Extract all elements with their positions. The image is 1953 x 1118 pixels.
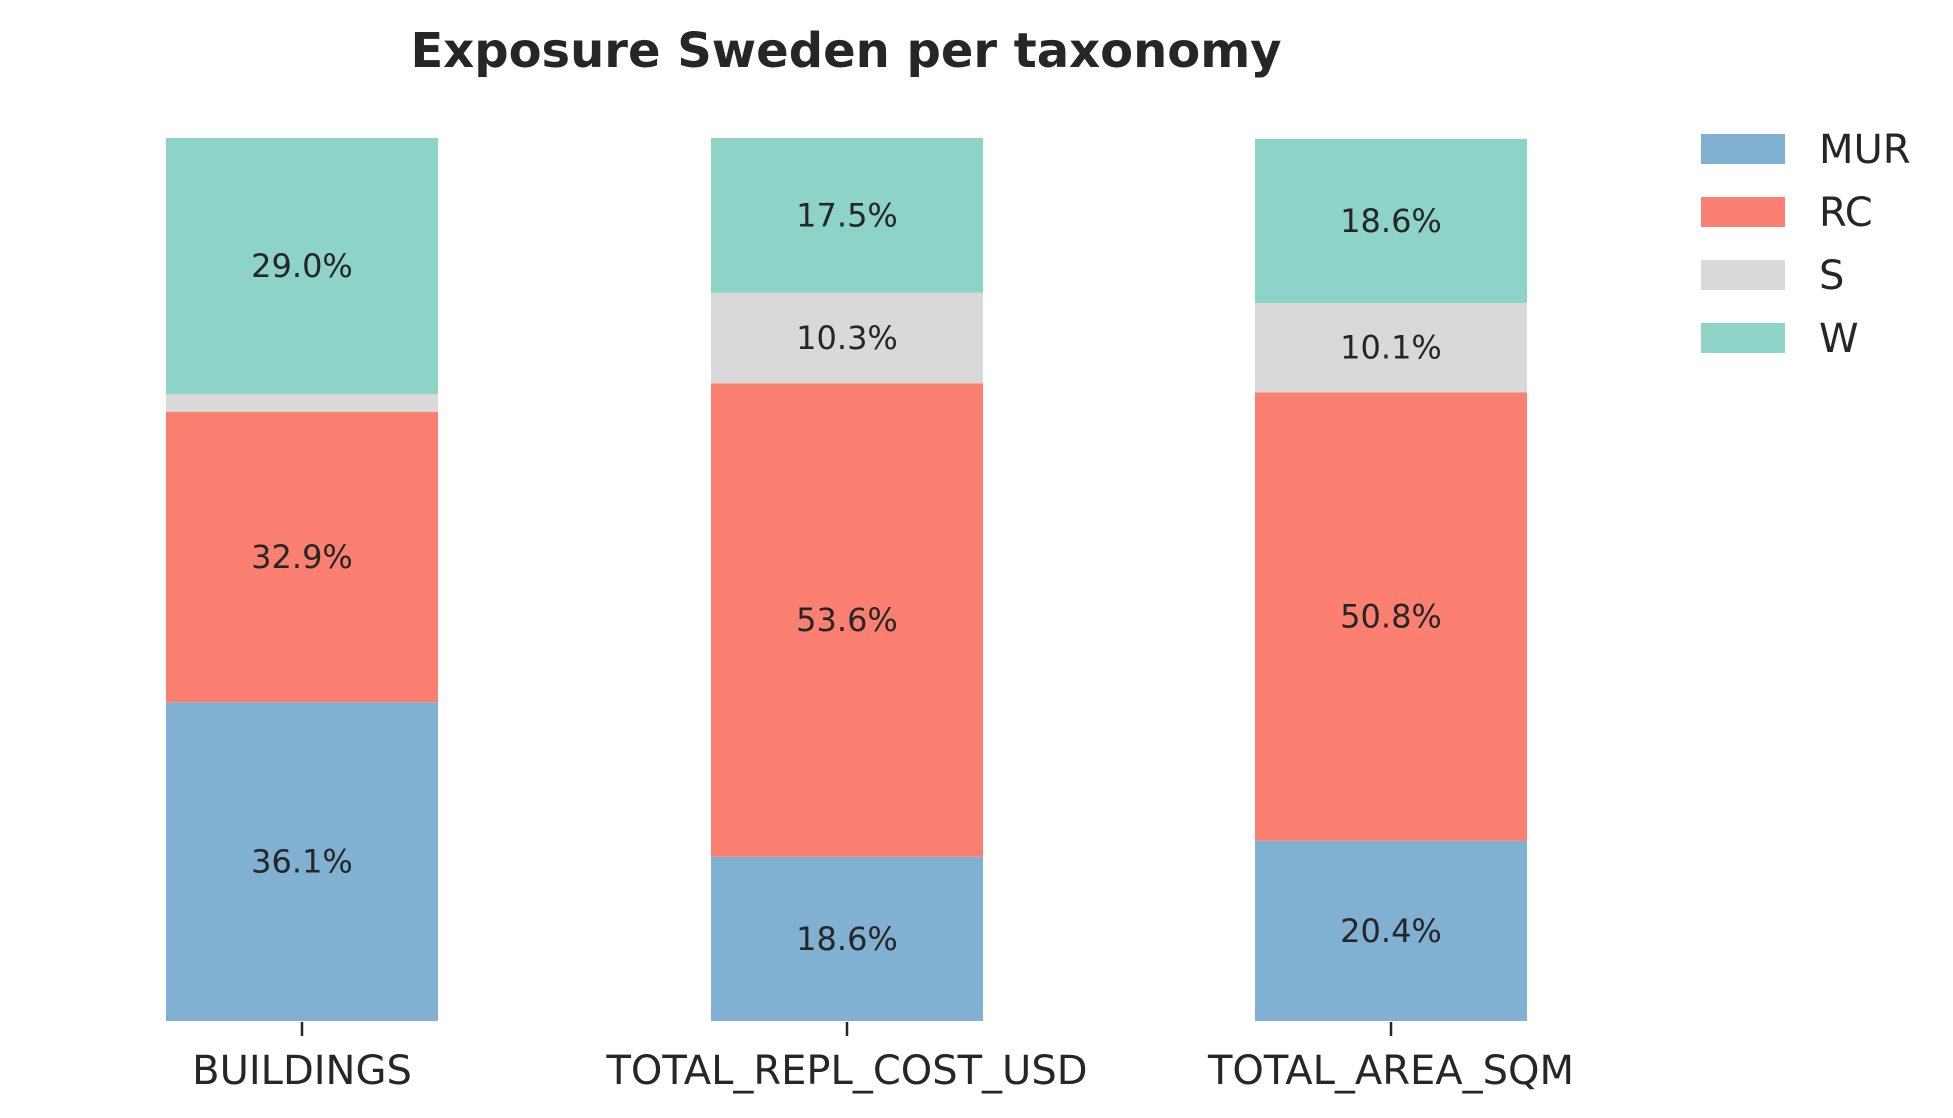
data-label-total-area-sqm-w: 18.6% [1340,202,1442,240]
legend-swatch-w [1701,323,1785,353]
x-tick-label-total-area-sqm: TOTAL_AREA_SQM [1207,1048,1574,1094]
legend-swatch-mur [1701,134,1785,164]
data-label-total-area-sqm-mur: 20.4% [1340,912,1442,950]
legend-swatch-rc [1701,197,1785,227]
data-label-total-area-sqm-rc: 50.8% [1340,598,1442,636]
legend: MUR RC SW [1701,127,1911,362]
bar-segment-buildings-mur [166,702,438,1021]
bar-segment-total-area-sqm-rc [1255,392,1527,841]
legend-label-rc: RC [1819,190,1873,236]
data-label-total-repl-cost-usd-mur: 18.6% [796,920,898,958]
bar-segment-total-repl-cost-usd-s [711,292,983,384]
bar-segment-total-area-sqm-mur [1255,840,1527,1021]
data-label-total-repl-cost-usd-rc: 53.6% [796,601,898,639]
legend-label-mur: MUR [1819,127,1911,173]
bars-layer [166,138,1527,1021]
data-label-buildings-rc: 32.9% [251,538,353,576]
bar-segment-total-repl-cost-usd-rc [711,383,983,857]
legend-label-w: W [1819,316,1859,362]
bar-segment-total-repl-cost-usd-w [711,138,983,293]
data-label-buildings-w: 29.0% [251,247,353,285]
data-label-buildings-mur: 36.1% [251,843,353,881]
bar-segment-buildings-s [166,394,438,412]
value-labels-layer: 36.1% 32.9% 29.0% 18.6% 53.6% 10.3% 17.5% 20.4%… [251,196,1442,958]
legend-label-s: S [1819,253,1844,299]
chart-title: Exposure Sweden per taxonomy [410,23,1281,79]
legend-swatch-s [1701,260,1785,290]
x-tick-label-total-repl-cost-usd: TOTAL_REPL_COST_USD [605,1048,1087,1094]
bar-segment-total-repl-cost-usd-mur [711,856,983,1021]
data-label-total-repl-cost-usd-w: 17.5% [796,196,898,234]
bar-segment-buildings-rc [166,411,438,703]
x-axis: BUILDINGS TOTAL_REPL_COST_USD TOTAL_AREA_S… [192,1022,1574,1094]
data-label-total-area-sqm-s: 10.1% [1340,329,1442,367]
bar-segment-total-area-sqm-s [1255,303,1527,393]
data-label-total-repl-cost-usd-s: 10.3% [796,319,898,357]
bar-segment-total-area-sqm-w [1255,138,1527,304]
x-tick-label-buildings: BUILDINGS [192,1048,412,1094]
bar-segment-buildings-w [166,138,438,395]
